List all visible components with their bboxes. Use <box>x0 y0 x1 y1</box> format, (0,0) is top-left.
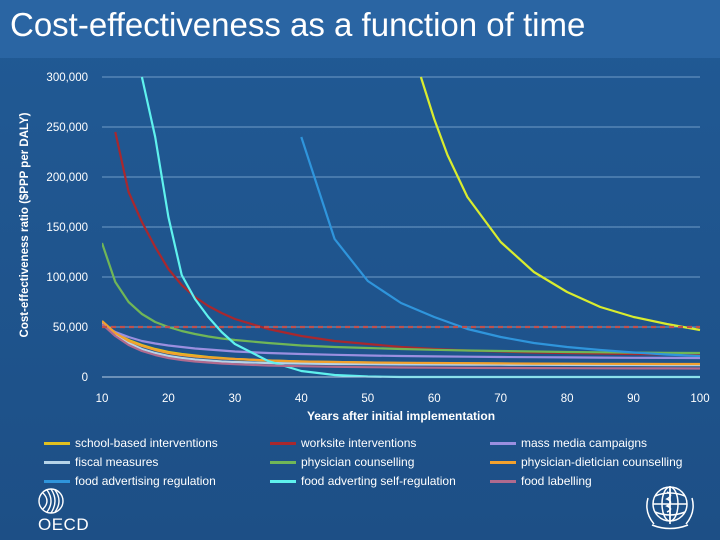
title-bar: Cost-effectiveness as a function of time <box>0 0 720 58</box>
series-line-food-advertising-regulation <box>300 136 701 358</box>
chart-axes: 10 20 30 40 50 60 70 80 90 100 <box>96 376 710 405</box>
legend-swatch <box>44 441 70 445</box>
series-line-worksite-interventions <box>114 131 701 356</box>
legend-label: mass media campaigns <box>521 436 648 450</box>
y-tick-label: 100,000 <box>46 272 88 284</box>
legend-item: school-based interventions <box>44 434 218 452</box>
legend-item: fiscal measures <box>44 453 158 471</box>
x-tick-label: 10 <box>96 393 109 405</box>
legend-label: school-based interventions <box>75 436 218 450</box>
y-axis-label: Cost-effectiveness ratio ($PPP per DALY) <box>19 112 31 337</box>
y-tick-label: 300,000 <box>46 72 88 84</box>
series-line-late-onset-intervention <box>419 76 701 332</box>
series-line-mass-media-campaigns <box>102 324 701 360</box>
legend-label: physician-dietician counselling <box>521 455 683 469</box>
legend-swatch <box>490 441 516 445</box>
legend-swatch <box>270 479 296 483</box>
legend-label: fiscal measures <box>75 455 159 469</box>
x-tick-label: 70 <box>494 393 507 405</box>
x-tick-label: 90 <box>627 393 640 405</box>
legend-swatch <box>44 479 70 483</box>
y-tick-label: 250,000 <box>46 122 88 134</box>
legend-label: food labelling <box>521 474 592 488</box>
oecd-logo-icon <box>38 488 64 514</box>
legend-item: mass media campaigns <box>490 434 647 452</box>
legend-swatch <box>270 441 296 445</box>
legend-item: food adverting self-regulation <box>270 472 456 490</box>
legend-item: worksite interventions <box>270 434 416 452</box>
legend-swatch <box>490 460 516 464</box>
series-line-physician-counselling <box>102 242 701 355</box>
legend-swatch <box>270 460 296 464</box>
x-tick-label: 100 <box>690 393 709 405</box>
legend-label: worksite interventions <box>301 436 417 450</box>
legend-swatch <box>44 460 70 464</box>
series-line-food-labelling <box>102 323 701 370</box>
page-title: Cost-effectiveness as a function of time <box>10 6 586 43</box>
legend-item: food labelling <box>490 472 592 490</box>
series-layer <box>102 76 701 379</box>
legend-swatch <box>490 479 516 483</box>
legend-item: food advertising regulation <box>44 472 216 490</box>
legend-item: physician counselling <box>270 453 414 471</box>
x-tick-label: 80 <box>561 393 574 405</box>
legend-label: physician counselling <box>301 455 415 469</box>
legend-label: food advertising regulation <box>75 474 216 488</box>
legend-label: food adverting self-regulation <box>301 474 456 488</box>
x-axis-label: Years after initial implementation <box>307 409 495 423</box>
x-tick-label: 20 <box>162 393 175 405</box>
series-line-fiscal-measures <box>102 322 700 367</box>
chart-legend: school-based interventions worksite inter… <box>44 434 704 490</box>
series-line-physician-dietician-counselling <box>102 320 700 366</box>
x-tick-label: 30 <box>228 393 241 405</box>
legend-item: physician-dietician counselling <box>490 453 682 471</box>
y-tick-label: 200,000 <box>46 172 88 184</box>
y-tick-label: 0 <box>82 372 88 384</box>
x-tick-label: 40 <box>295 393 308 405</box>
x-tick-label: 60 <box>428 393 441 405</box>
y-tick-label: 150,000 <box>46 222 88 234</box>
who-logo-icon <box>646 486 694 530</box>
oecd-logo-text: OECD <box>38 515 90 534</box>
x-tick-label: 50 <box>361 393 374 405</box>
y-tick-label: 50,000 <box>53 322 88 334</box>
